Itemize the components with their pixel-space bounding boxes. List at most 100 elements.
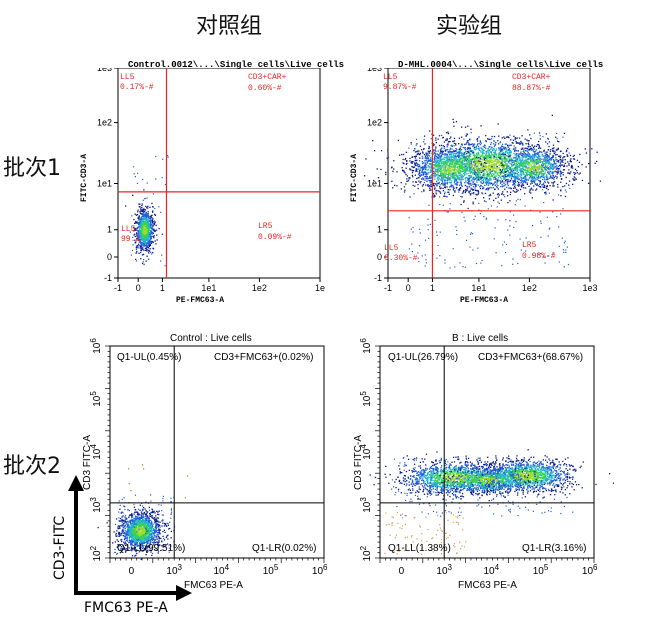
panel2-event <box>485 188 487 191</box>
panel2-event <box>466 170 468 172</box>
panel2-event <box>511 161 513 164</box>
panel2-event <box>376 168 378 170</box>
panel2-event <box>455 162 457 164</box>
panel2-event <box>446 174 449 176</box>
panel2-event <box>475 184 477 186</box>
panel2-event <box>494 164 496 167</box>
panel2-event <box>573 172 575 174</box>
panel2-event <box>464 166 466 168</box>
panel2-event <box>489 193 491 196</box>
panel2-event <box>466 160 468 163</box>
panel1-event <box>142 222 144 224</box>
panel1-event <box>148 229 150 231</box>
panel2-event <box>499 148 501 151</box>
panel2-event <box>529 148 531 151</box>
panel2-event <box>540 147 542 149</box>
panel2-event <box>469 170 471 172</box>
panel2-event <box>460 146 462 148</box>
panel2-event <box>452 166 454 168</box>
panel2-event <box>562 174 564 176</box>
panel2-event <box>519 165 522 167</box>
panel2-sparse-event <box>546 216 548 218</box>
panel2-event <box>430 185 432 188</box>
panel2-event <box>562 169 565 171</box>
panel2-event <box>457 151 459 154</box>
panel2-event <box>469 150 471 152</box>
panel2-event <box>434 170 437 172</box>
panel2-event <box>484 177 487 179</box>
panel1-event <box>143 226 145 228</box>
panel2-event <box>483 145 485 147</box>
panel2-event <box>525 155 527 158</box>
panel2-event <box>539 186 541 188</box>
panel2-event <box>436 154 438 156</box>
panel2-event <box>511 170 513 172</box>
panel2-event <box>512 142 514 144</box>
panel2-event <box>522 156 524 158</box>
panel2-event <box>422 174 424 176</box>
panel2-event <box>531 175 533 177</box>
panel2-sparse-event <box>556 132 558 134</box>
panel2-sparse-event <box>537 163 539 165</box>
panel2-sparse-event <box>458 152 460 154</box>
panel2-event <box>538 146 540 148</box>
panel2-event <box>520 169 522 171</box>
panel1-sparse-event <box>167 155 169 157</box>
panel2-event <box>551 171 554 173</box>
panel2-event <box>467 147 469 149</box>
panel2-event <box>444 164 446 167</box>
panel2-event <box>516 154 518 157</box>
panel2-event <box>504 168 506 170</box>
panel1-event <box>144 237 146 239</box>
panel1-xtick-label: 1e <box>315 283 325 293</box>
panel2-event <box>503 176 505 178</box>
panel2-event <box>470 159 472 161</box>
panel2-event <box>482 155 484 157</box>
panel1-event <box>141 238 144 241</box>
panel1-event <box>144 209 146 211</box>
panel2-sparse-event <box>418 245 421 247</box>
panel2-event <box>450 168 452 170</box>
panel2-event <box>484 192 487 195</box>
panel2-event <box>461 164 463 166</box>
panel2-event <box>441 162 443 164</box>
panel2-event <box>438 175 440 177</box>
panel2-event <box>411 160 413 163</box>
panel1-event <box>137 228 139 230</box>
panel2-event <box>429 164 432 166</box>
panel1-event <box>147 229 149 231</box>
panel2-event <box>524 166 526 168</box>
panel2-ytick-label: 1e2 <box>367 118 382 128</box>
panel1-event <box>141 228 143 230</box>
panel1-event <box>135 258 137 261</box>
panel2-event <box>430 163 432 165</box>
panel2-event <box>530 161 532 163</box>
panel2-event <box>548 170 550 172</box>
panel2-event <box>450 159 452 161</box>
panel2-event <box>476 165 479 167</box>
panel2-event <box>417 168 419 170</box>
panel2-event <box>406 175 408 177</box>
panel2-event <box>533 154 535 156</box>
panel2-event <box>464 170 466 172</box>
panel1-event <box>153 228 155 230</box>
panel2-event <box>528 144 530 146</box>
panel2-event <box>489 159 491 161</box>
panel2-event <box>463 156 466 158</box>
panel2-event <box>444 169 446 171</box>
panel2-event <box>509 148 511 150</box>
panel1-event <box>147 244 149 246</box>
panel2-event <box>549 157 551 160</box>
panel2-event <box>504 148 506 150</box>
panel2-event <box>494 144 497 146</box>
panel2-event <box>430 160 432 162</box>
panel2-event <box>524 153 526 155</box>
panel2-event <box>531 173 533 175</box>
panel2-event <box>540 164 543 166</box>
panel2-event <box>456 152 458 154</box>
panel2-event <box>454 153 456 155</box>
panel2-event <box>532 167 534 169</box>
panel2-event <box>542 161 544 163</box>
panel2-event <box>497 184 499 187</box>
panel2-event <box>443 170 445 172</box>
